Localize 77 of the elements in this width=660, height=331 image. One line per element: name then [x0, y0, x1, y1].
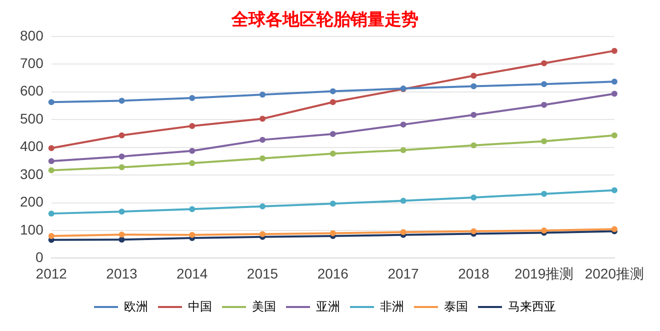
point: [611, 48, 618, 54]
point: [48, 210, 54, 217]
legend-label: 马来西亚: [508, 299, 556, 314]
x-tick-label: 2015: [246, 265, 278, 282]
legend-label: 泰国: [444, 299, 468, 314]
point: [260, 136, 266, 143]
point: [260, 116, 266, 122]
point: [260, 92, 266, 98]
legend-label: 欧洲: [124, 299, 148, 314]
point: [611, 78, 618, 85]
point: [470, 194, 477, 200]
point: [48, 233, 54, 240]
point: [330, 88, 336, 94]
point: [400, 229, 406, 236]
y-tick-label: 800: [20, 27, 44, 44]
legend-label: 中国: [188, 299, 212, 314]
chart-title: 全球各地区轮胎销量走势: [230, 10, 418, 29]
point: [541, 102, 548, 108]
point: [118, 132, 125, 138]
point: [541, 138, 548, 144]
point: [118, 153, 125, 160]
x-tick-label: 2013: [106, 265, 138, 282]
point: [400, 122, 406, 128]
point: [189, 232, 196, 238]
x-tick-label: 2020推测: [584, 265, 644, 282]
point: [189, 94, 196, 101]
y-tick-label: 200: [20, 194, 44, 210]
y-tick-label: 400: [20, 138, 44, 154]
point: [189, 206, 196, 212]
point: [470, 83, 477, 90]
x-tick-label: 2014: [176, 265, 208, 282]
point: [118, 208, 125, 215]
point: [48, 99, 54, 106]
point: [118, 232, 125, 238]
point: [260, 231, 266, 238]
point: [260, 155, 266, 162]
y-tick-label: 600: [20, 82, 44, 99]
point: [541, 190, 548, 197]
y-tick-label: 100: [20, 221, 44, 238]
x-tick-label: 2017: [388, 265, 420, 282]
legend-label: 亚洲: [316, 299, 340, 314]
legend-label: 美国: [252, 299, 276, 314]
point: [330, 150, 336, 157]
y-tick-label: 500: [20, 110, 44, 126]
point: [611, 132, 618, 138]
y-tick-label: 0: [36, 249, 44, 266]
point: [611, 90, 618, 97]
point: [48, 145, 54, 152]
y-tick-label: 300: [20, 166, 44, 182]
point: [330, 130, 336, 137]
point: [541, 60, 548, 66]
point: [48, 158, 54, 164]
point: [470, 112, 477, 118]
point: [611, 187, 618, 194]
legend-label: 非洲: [380, 299, 404, 314]
x-tick-label: 2019推测: [514, 265, 574, 282]
point: [118, 98, 125, 104]
point: [330, 200, 336, 207]
point: [330, 99, 336, 106]
point: [400, 147, 406, 154]
point: [260, 203, 266, 210]
point: [118, 164, 125, 170]
point: [189, 148, 196, 154]
point: [189, 160, 196, 166]
x-tick-label: 2018: [458, 265, 490, 282]
point: [541, 81, 548, 88]
point: [330, 230, 336, 236]
point: [189, 122, 196, 129]
point: [470, 228, 477, 234]
point: [541, 227, 548, 234]
x-tick-label: 2016: [317, 265, 349, 282]
y-tick-label: 700: [20, 54, 44, 71]
point: [470, 142, 477, 148]
x-tick-label: 2012: [36, 265, 68, 282]
point: [400, 198, 406, 204]
point: [48, 167, 54, 174]
point: [470, 72, 477, 79]
